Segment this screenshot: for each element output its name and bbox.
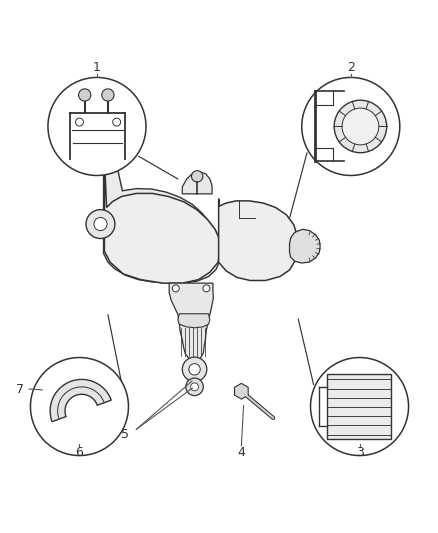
Text: 7: 7	[16, 383, 25, 395]
Polygon shape	[326, 374, 390, 439]
Circle shape	[48, 77, 146, 175]
Polygon shape	[103, 150, 219, 283]
Text: 3: 3	[355, 446, 363, 459]
Circle shape	[172, 285, 179, 292]
Polygon shape	[289, 229, 319, 263]
Polygon shape	[50, 379, 111, 422]
Circle shape	[94, 217, 107, 231]
Circle shape	[190, 383, 198, 391]
Circle shape	[30, 358, 128, 456]
Circle shape	[75, 118, 83, 126]
Polygon shape	[218, 199, 297, 280]
Polygon shape	[104, 157, 219, 283]
Circle shape	[78, 89, 91, 101]
Circle shape	[182, 357, 206, 382]
Polygon shape	[169, 283, 213, 360]
Text: 1: 1	[93, 61, 101, 74]
Circle shape	[310, 358, 408, 456]
Circle shape	[113, 118, 120, 126]
Circle shape	[86, 209, 115, 238]
Circle shape	[188, 364, 200, 375]
Text: 5: 5	[121, 429, 129, 441]
Circle shape	[301, 77, 399, 175]
Circle shape	[185, 378, 203, 395]
Text: 6: 6	[75, 446, 83, 459]
Circle shape	[191, 171, 202, 182]
Text: 4: 4	[237, 446, 245, 459]
Text: 2: 2	[346, 61, 354, 74]
Polygon shape	[182, 172, 212, 194]
Circle shape	[333, 100, 386, 153]
Circle shape	[102, 89, 114, 101]
Polygon shape	[177, 314, 209, 328]
Circle shape	[341, 108, 378, 145]
Polygon shape	[234, 383, 247, 399]
Circle shape	[202, 285, 209, 292]
